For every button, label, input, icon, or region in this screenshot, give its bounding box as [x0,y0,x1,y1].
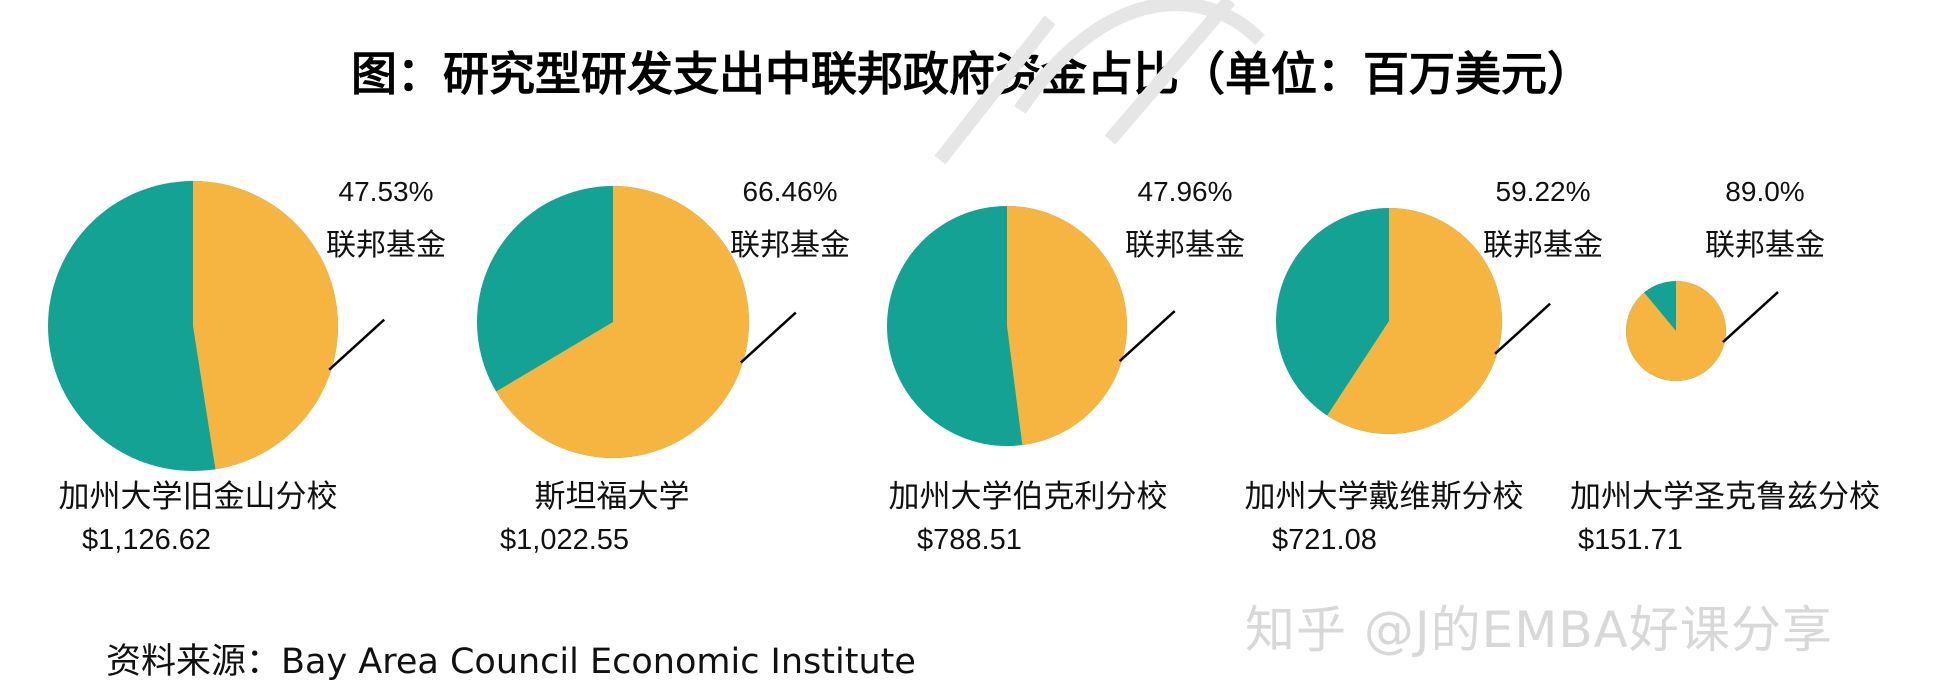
pct-label-2: 47.96% [1138,176,1233,207]
amount-label-0: $1,126.62 [82,524,211,556]
school-name-1: 斯坦福大学 [535,479,690,515]
pie-slice-federal-0 [193,181,339,470]
fund-label-0: 联邦基金 [326,229,446,262]
pie-slice-federal-1 [496,186,749,458]
fund-label-3: 联邦基金 [1483,229,1603,262]
pct-label-1: 66.46% [743,176,838,207]
school-name-0: 加州大学旧金山分校 [59,479,338,515]
leader-line-3 [1494,302,1551,355]
pct-label-3: 59.22% [1496,176,1591,207]
school-name-2: 加州大学伯克利分校 [889,479,1168,515]
fund-label-2: 联邦基金 [1125,229,1245,262]
leader-line-2 [1118,310,1176,363]
pie-slice-federal-3 [1327,208,1503,434]
leader-line-0 [328,318,386,371]
fund-label-1: 联邦基金 [730,229,850,262]
chart-title: 图：研究型研发支出中联邦政府资金占比（单位：百万美元） [351,47,1593,101]
leader-line-1 [739,311,797,364]
amount-label-1: $1,022.55 [500,524,629,556]
pct-label-4: 89.0% [1725,176,1804,207]
amount-label-4: $151.71 [1578,524,1683,556]
pie-slice-federal-4 [1625,281,1726,381]
amount-label-3: $721.08 [1272,524,1377,556]
fund-label-4: 联邦基金 [1705,229,1825,262]
pie-slice-federal-2 [1007,206,1128,446]
school-name-4: 加州大学圣克鲁兹分校 [1570,479,1880,515]
leader-line-4 [1722,291,1779,344]
school-name-3: 加州大学戴维斯分校 [1245,479,1524,515]
background-watermark-mark [934,0,1265,165]
pct-label-0: 47.53% [339,176,434,207]
watermark-text: 知乎 @J的EMBA好课分享 [1245,601,1833,659]
amount-label-2: $788.51 [917,524,1022,556]
source-note: 资料来源：Bay Area Council Economic Institute [106,642,916,682]
